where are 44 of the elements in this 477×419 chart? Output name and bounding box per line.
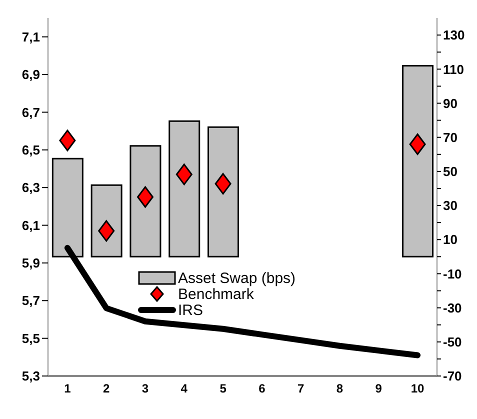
point bbox=[59, 130, 76, 152]
legend-label: IRS bbox=[178, 302, 204, 318]
y-tick-label: 6,7 bbox=[22, 104, 40, 120]
x-tick-label: 4 bbox=[180, 382, 188, 396]
x-tick-label: 6 bbox=[258, 382, 266, 396]
legend-label: Asset Swap (bps) bbox=[178, 270, 296, 286]
x-tick-label: 8 bbox=[336, 382, 344, 396]
point bbox=[176, 164, 192, 186]
y2-tick-label: 10 bbox=[443, 232, 458, 248]
point bbox=[214, 173, 232, 195]
y-tick-label: 6,9 bbox=[22, 67, 40, 82]
point bbox=[137, 186, 154, 208]
bar bbox=[90, 184, 122, 258]
y2-tick-label: 50 bbox=[443, 164, 458, 180]
y-tick-label: 5,7 bbox=[22, 293, 40, 308]
y2-tick-label: 90 bbox=[443, 96, 458, 111]
y2-tick-label: -10 bbox=[443, 266, 462, 282]
y2-tick-label: 70 bbox=[443, 130, 458, 145]
point bbox=[409, 133, 426, 155]
y-tick-label: 5,9 bbox=[22, 256, 40, 271]
legend-label: Benchmark bbox=[178, 286, 254, 302]
y-tick-label: 5,5 bbox=[22, 330, 40, 346]
bar bbox=[208, 126, 240, 258]
x-tick-label: 7 bbox=[298, 382, 305, 396]
y-tick-label: 5,3 bbox=[22, 368, 40, 384]
y2-tick-label: -30 bbox=[443, 300, 462, 316]
x-tick-label: 5 bbox=[220, 382, 227, 396]
bar bbox=[130, 145, 162, 258]
y-tick-label: 6,3 bbox=[22, 180, 40, 196]
x-tick-label: 9 bbox=[375, 382, 382, 396]
x-tick-label: 3 bbox=[142, 382, 149, 396]
y2-tick-label: 130 bbox=[443, 28, 465, 43]
x-tick-label: 2 bbox=[103, 382, 110, 396]
y2-tick-label: -50 bbox=[443, 334, 462, 350]
x-tick-label: 1 bbox=[64, 382, 72, 396]
y-tick-label: 6,1 bbox=[22, 218, 40, 233]
bar bbox=[402, 64, 434, 258]
y2-tick-label: 110 bbox=[443, 62, 464, 77]
y2-tick-label: -70 bbox=[443, 368, 462, 384]
bar bbox=[168, 120, 200, 258]
y-tick-label: 7,1 bbox=[22, 29, 40, 44]
y2-tick-label: 30 bbox=[443, 198, 458, 214]
y-tick-label: 6,5 bbox=[22, 142, 40, 158]
x-tick-label: 10 bbox=[410, 382, 425, 396]
